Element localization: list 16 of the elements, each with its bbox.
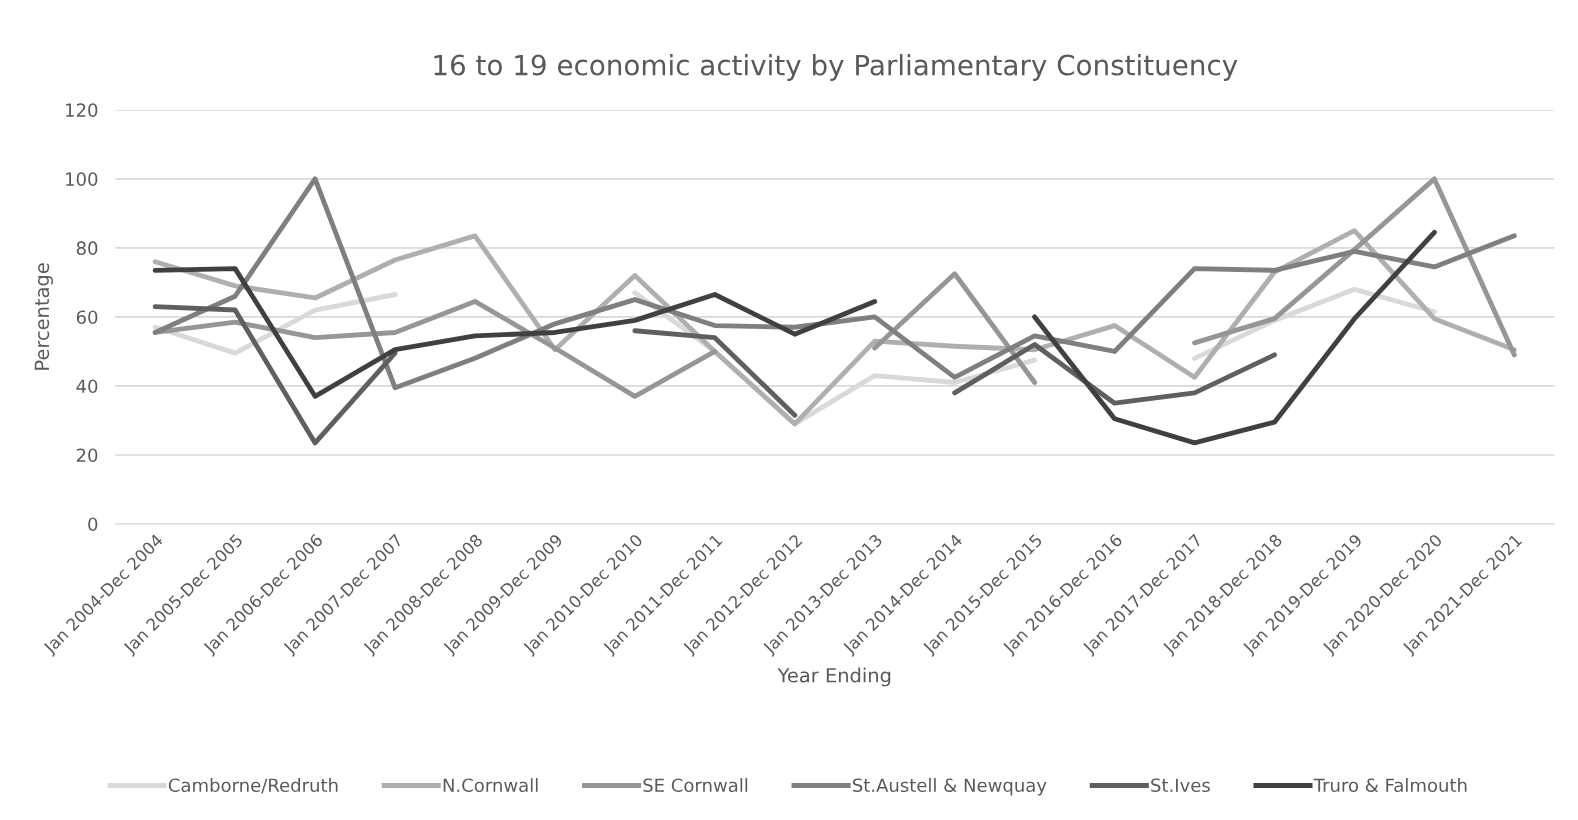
y-axis-title: Percentage <box>34 263 53 370</box>
y-tick-label: 40 <box>76 379 98 394</box>
legend-label: SE Cornwall <box>643 778 748 793</box>
legend-label: St.Ives <box>1151 778 1210 793</box>
y-tick-label: 80 <box>76 241 98 256</box>
chart-title: 16 to 19 economic activity by Parliamentary Constituency <box>434 54 1238 81</box>
legend-label: N.Cornwall <box>443 778 538 793</box>
x-axis-title: Year Ending <box>777 667 891 687</box>
y-tick-label: 0 <box>88 517 98 532</box>
y-tick-label: 100 <box>66 172 98 187</box>
legend-label: Truro & Falmouth <box>1313 778 1467 793</box>
y-tick-label: 60 <box>76 310 98 325</box>
y-tick-label: 120 <box>66 103 98 117</box>
y-tick-label: 20 <box>76 448 98 463</box>
legend-label: Camborne/Redruth <box>168 778 338 794</box>
legend-label: St.Austell & Newquay <box>852 778 1047 796</box>
